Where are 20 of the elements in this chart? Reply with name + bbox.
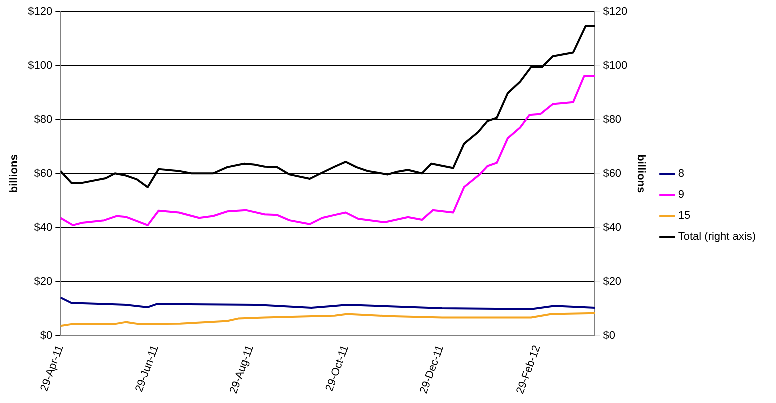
- y-tick-label: $80: [34, 114, 53, 126]
- y2-tick-label: $40: [603, 222, 622, 234]
- legend-label: 9: [678, 189, 684, 202]
- y2-tick-label: $80: [603, 114, 622, 126]
- y-axis-title: billions: [8, 154, 21, 194]
- y2-tick-label: $20: [603, 276, 622, 288]
- y-tick-label: $120: [28, 6, 53, 18]
- y-tick-label: $0: [40, 330, 53, 342]
- y2-tick-label: $0: [603, 330, 616, 342]
- y2-tick-label: $120: [603, 6, 628, 18]
- y-tick-label: $40: [34, 222, 53, 234]
- y-tick-label: $100: [28, 60, 53, 72]
- y2-tick-label: $100: [603, 60, 628, 72]
- y2-tick-label: $60: [603, 168, 622, 180]
- y2-axis-title: billions: [635, 154, 648, 194]
- y-tick-label: $20: [34, 276, 53, 288]
- y-tick-label: $60: [34, 168, 53, 180]
- legend-label: Total (right axis): [678, 231, 756, 244]
- legend-label: 15: [678, 210, 691, 222]
- legend-label: 8: [678, 168, 684, 180]
